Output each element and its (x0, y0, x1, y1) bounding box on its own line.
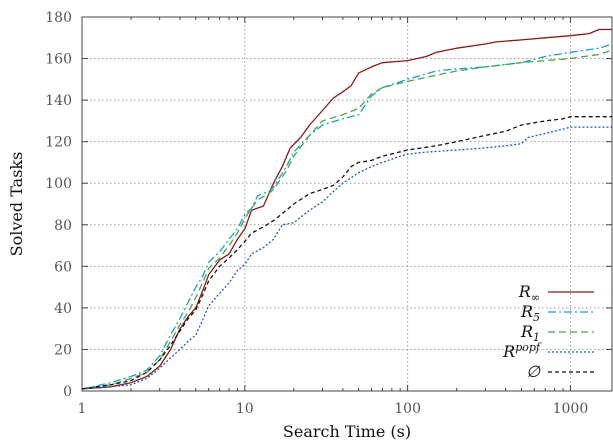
y-tick-label: 60 (54, 259, 72, 275)
series-line-Rpopf (81, 126, 612, 390)
legend-label: R1 (520, 322, 540, 344)
grid (82, 17, 612, 391)
legend-label: R5 (520, 302, 540, 324)
y-tick-label: 140 (45, 93, 72, 109)
y-tick-label: 120 (45, 135, 72, 151)
series-line-R∞ (81, 28, 612, 390)
legend-label: Rpopf (502, 341, 542, 361)
y-tick-label: 40 (54, 301, 72, 317)
series-line-∅ (81, 116, 612, 390)
y-tick-label: 100 (45, 176, 72, 192)
x-axis-title: Search Time (s) (283, 422, 411, 440)
series-line-R5 (81, 43, 613, 390)
x-tick-label: 1 (78, 401, 87, 417)
legend-label: ∅ (526, 362, 541, 381)
x-tick-label: 10 (236, 401, 254, 417)
y-tick-label: 180 (45, 10, 72, 26)
legend-label: R∞ (518, 282, 540, 304)
series-lines (81, 28, 613, 390)
y-tick-label: 0 (63, 384, 72, 400)
y-tick-label: 160 (45, 52, 72, 68)
axis-ticks: 0 20 40 60 80 100 120 140 160 180 1 10 100 1000 (45, 10, 612, 417)
x-tick-label: 1000 (553, 401, 589, 417)
series-line-R1 (81, 49, 613, 390)
y-axis-title: Solved Tasks (7, 152, 26, 257)
y-tick-label: 80 (54, 218, 72, 234)
x-tick-label: 100 (394, 401, 421, 417)
y-tick-label: 20 (54, 342, 72, 358)
plot-area-frame (81, 16, 613, 392)
